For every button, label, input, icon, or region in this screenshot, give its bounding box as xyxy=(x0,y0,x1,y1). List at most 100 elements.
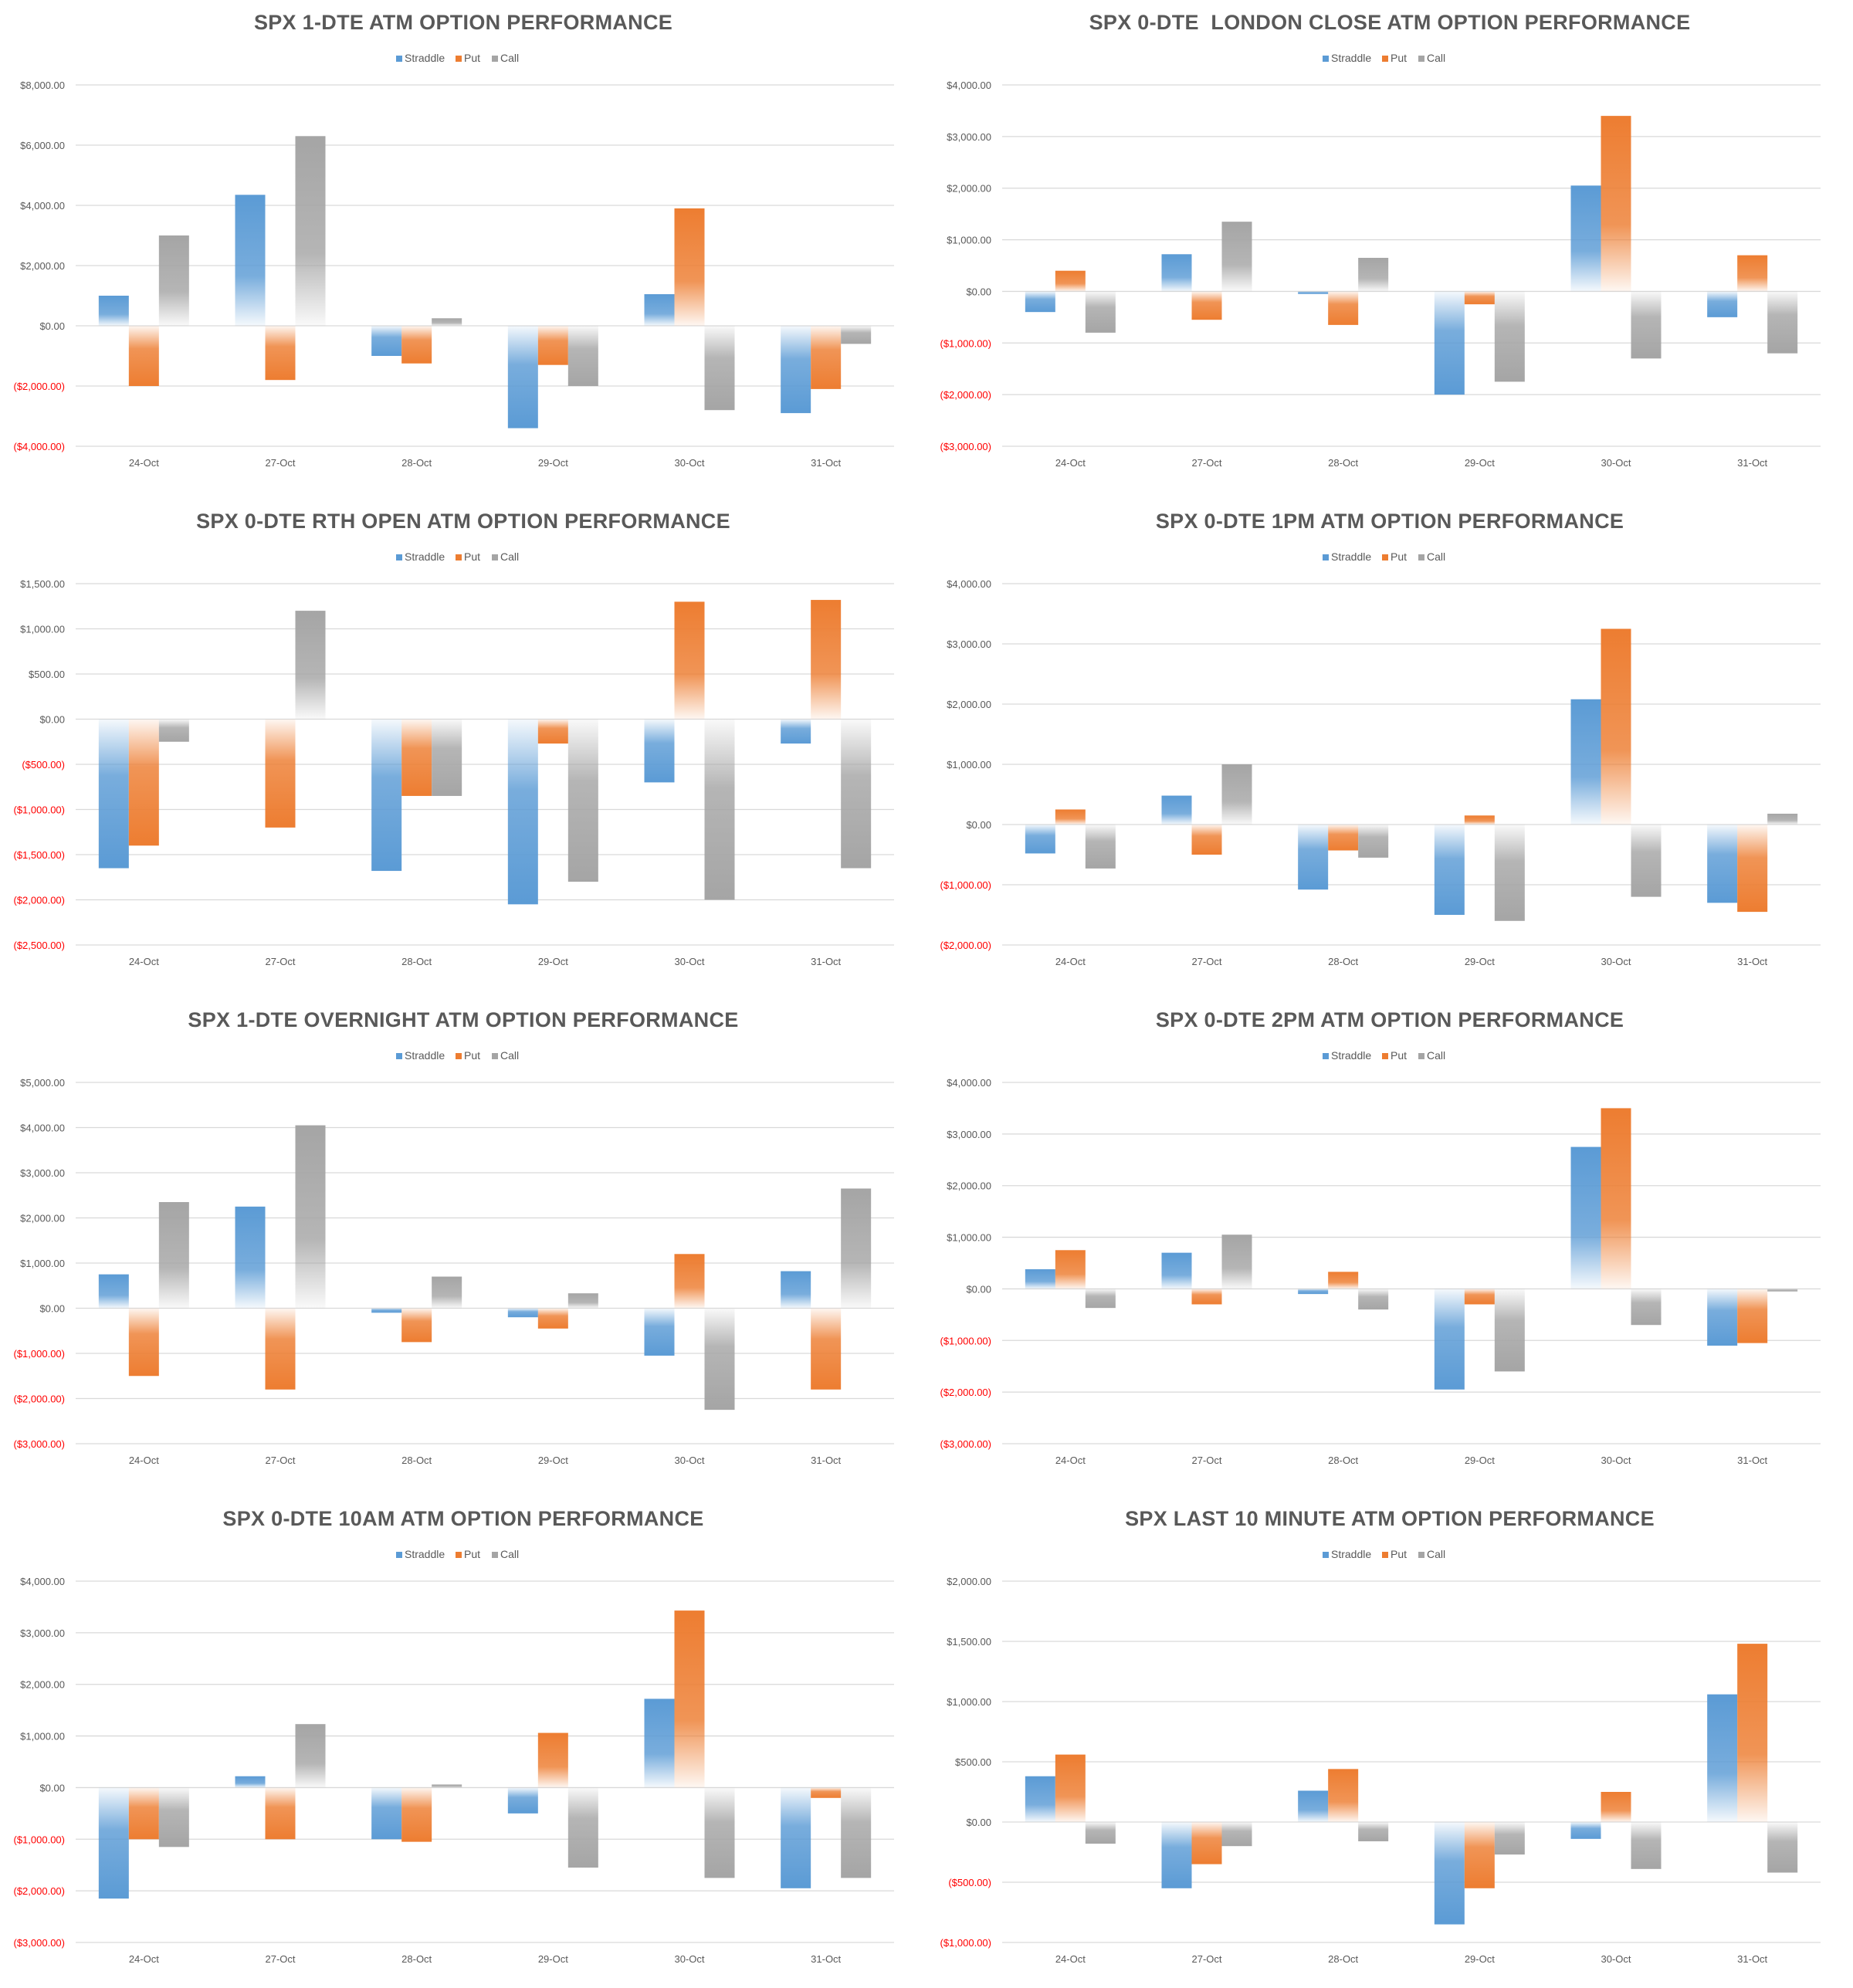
legend-label-call: Call xyxy=(500,1548,519,1560)
bar-straddle xyxy=(1707,1694,1738,1822)
bar-straddle xyxy=(1161,1252,1192,1289)
bar-put xyxy=(1328,291,1359,325)
bar-call xyxy=(432,1784,462,1788)
bar-call xyxy=(1767,1289,1798,1292)
chart-title: SPX 1-DTE OVERNIGHT ATM OPTION PERFORMAN… xyxy=(188,1008,739,1031)
y-tick-label: $1,000.00 xyxy=(20,624,65,635)
bar-straddle xyxy=(371,1308,402,1313)
bar-put xyxy=(128,1787,159,1840)
bar-put xyxy=(1737,255,1768,292)
chart-svg: Straddle Put Call $4,000.00 $3,000.00 $2,000.… xyxy=(940,550,1821,967)
x-tick-label: 31-Oct xyxy=(1737,1953,1767,1965)
y-tick-label: $2,000.00 xyxy=(20,1213,65,1224)
bar-straddle xyxy=(1570,1822,1601,1839)
bar-put xyxy=(1464,1289,1495,1305)
x-tick-label: 27-Oct xyxy=(265,1953,295,1965)
legend-label-put: Put xyxy=(1391,1548,1407,1560)
y-tick-label: ($1,000.00) xyxy=(940,879,992,891)
x-tick-label: 30-Oct xyxy=(674,1455,704,1466)
chart-panel: SPX 0-DTE 1PM ATM OPTION PERFORMANCE Stra… xyxy=(926,499,1853,991)
bar-put xyxy=(1328,825,1359,851)
bar-put xyxy=(674,208,705,326)
bar-straddle xyxy=(507,1787,538,1814)
x-tick-label: 31-Oct xyxy=(811,1953,841,1965)
bar-call xyxy=(158,1787,189,1847)
bar-call xyxy=(1085,825,1116,869)
bar-call xyxy=(1221,222,1252,292)
bar-call xyxy=(1221,1822,1252,1847)
x-tick-label: 29-Oct xyxy=(538,956,568,967)
y-tick-label: $0.00 xyxy=(966,1283,991,1295)
bar-straddle xyxy=(1570,185,1601,292)
bar-call xyxy=(432,318,462,326)
bar-straddle xyxy=(781,1271,811,1309)
bar-straddle xyxy=(235,1776,266,1788)
y-tick-label: $2,000.00 xyxy=(947,1576,991,1587)
bar-call xyxy=(158,235,189,326)
y-tick-label: ($3,000.00) xyxy=(14,1438,66,1450)
legend-label-call: Call xyxy=(1427,52,1445,64)
y-tick-label: ($500.00) xyxy=(22,759,65,770)
x-tick-label: 24-Oct xyxy=(1055,956,1086,967)
bar-put xyxy=(674,601,705,720)
bar-put xyxy=(128,719,159,846)
bar-call xyxy=(567,719,598,882)
chart-panel: SPX 1-DTE ATM OPTION PERFORMANCE Straddle… xyxy=(0,0,926,492)
bar-straddle xyxy=(98,719,129,869)
bar-straddle xyxy=(1161,254,1192,292)
x-tick-label: 24-Oct xyxy=(129,1455,159,1466)
legend-label-straddle: Straddle xyxy=(405,1548,445,1560)
bar-straddle xyxy=(1298,291,1329,294)
bar-call xyxy=(295,611,326,720)
bar-put xyxy=(265,1308,296,1390)
y-tick-label: ($3,000.00) xyxy=(14,1937,66,1949)
bar-straddle xyxy=(644,719,675,783)
x-tick-label: 30-Oct xyxy=(674,1953,704,1965)
y-tick-label: ($3,000.00) xyxy=(940,1438,992,1450)
legend-swatch-put xyxy=(1382,1552,1388,1558)
legend-label-straddle: Straddle xyxy=(405,1049,445,1062)
x-tick-label: 30-Oct xyxy=(674,956,704,967)
y-tick-label: ($2,000.00) xyxy=(14,895,66,906)
x-tick-label: 24-Oct xyxy=(1055,457,1086,469)
bar-put xyxy=(265,326,296,381)
bar-straddle xyxy=(644,1698,675,1788)
bar-call xyxy=(1631,1289,1662,1326)
legend-swatch-call xyxy=(1418,56,1424,62)
y-tick-label: ($1,000.00) xyxy=(14,1348,66,1360)
y-tick-label: ($2,500.00) xyxy=(14,940,66,951)
legend-swatch-call xyxy=(492,1552,498,1558)
bar-call xyxy=(704,1308,735,1411)
bar-straddle xyxy=(371,1787,402,1840)
x-tick-label: 24-Oct xyxy=(129,956,159,967)
bar-put xyxy=(401,719,432,796)
bar-put xyxy=(265,719,296,828)
bar-straddle xyxy=(781,326,811,414)
x-tick-label: 24-Oct xyxy=(129,457,159,469)
legend-swatch-put xyxy=(456,1552,462,1558)
bar-call xyxy=(1085,1822,1116,1844)
bar-straddle xyxy=(1161,1822,1192,1888)
bar-put xyxy=(674,1610,705,1788)
bar-put xyxy=(674,1254,705,1309)
bar-straddle xyxy=(1298,1289,1329,1295)
bar-put xyxy=(537,1308,568,1329)
x-tick-label: 28-Oct xyxy=(1328,457,1358,469)
x-tick-label: 29-Oct xyxy=(1465,1455,1495,1466)
bar-call xyxy=(1631,1822,1662,1869)
x-tick-label: 29-Oct xyxy=(538,457,568,469)
y-tick-label: ($2,000.00) xyxy=(940,940,992,951)
x-tick-label: 29-Oct xyxy=(1465,1953,1495,1965)
bar-call xyxy=(567,326,598,386)
bar-call xyxy=(1085,291,1116,333)
y-tick-label: $3,000.00 xyxy=(947,638,991,650)
chart-title: SPX 0-DTE RTH OPEN ATM OPTION PERFORMANC… xyxy=(196,510,730,533)
y-tick-label: $2,000.00 xyxy=(20,1679,65,1691)
legend-swatch-call xyxy=(492,1053,498,1059)
chart-title: SPX 0-DTE 10AM ATM OPTION PERFORMANCE xyxy=(222,1507,704,1530)
bar-call xyxy=(1358,825,1389,858)
x-tick-label: 24-Oct xyxy=(1055,1953,1086,1965)
x-tick-label: 29-Oct xyxy=(1465,956,1495,967)
bar-put xyxy=(1055,809,1086,825)
